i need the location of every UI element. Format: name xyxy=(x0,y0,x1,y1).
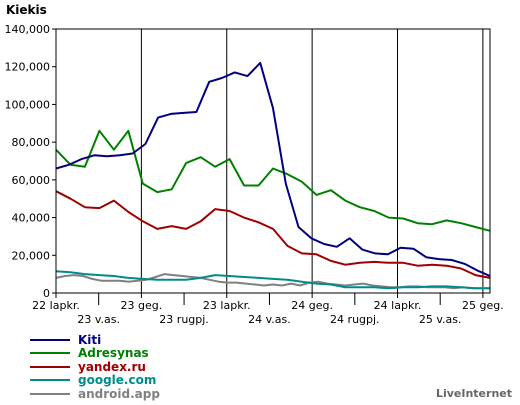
series-line-kiti xyxy=(55,61,491,277)
plot-border xyxy=(55,28,491,294)
legend-item: Kiti xyxy=(30,333,160,347)
legend: Kiti Adresynas yandex.ru google.com android.… xyxy=(30,333,160,401)
y-tick-label: 20,000 xyxy=(12,249,51,262)
credit-text: LiveInternet xyxy=(435,387,512,400)
legend-label: Kiti xyxy=(78,332,102,347)
series-line-adresynas xyxy=(55,129,491,232)
x-tick-label: 25 geg. xyxy=(462,299,504,312)
y-axis-label: Kiekis xyxy=(6,3,47,17)
y-tick-label: 40,000 xyxy=(12,212,51,225)
series-lines xyxy=(55,61,491,290)
legend-item: yandex.ru xyxy=(30,360,160,374)
legend-swatch xyxy=(30,352,70,355)
series-line-yandex-ru xyxy=(55,190,491,279)
x-tick-label: 22 lapkr. xyxy=(32,299,80,312)
x-tick-label: 24 rugpj. xyxy=(330,313,380,326)
legend-item: android.app xyxy=(30,387,160,401)
x-tick-label: 24 geg. xyxy=(291,299,333,312)
y-tick-label: 60,000 xyxy=(12,174,51,187)
x-axis: 22 lapkr. 23 geg. 23 lapkr. 24 geg. 24 lapkr… xyxy=(32,293,504,326)
legend-swatch xyxy=(30,379,70,382)
legend-label: google.com xyxy=(78,373,157,388)
series-line-google-com xyxy=(55,270,490,290)
y-tick-label: 120,000 xyxy=(5,61,51,74)
legend-swatch xyxy=(30,365,70,368)
legend-label: yandex.ru xyxy=(78,359,146,374)
y-tick-label: 100,000 xyxy=(5,98,51,111)
plot-area xyxy=(56,29,490,293)
legend-swatch xyxy=(30,392,70,395)
x-tick-label: 23 rugpj. xyxy=(159,313,209,326)
y-tick-label: 140,000 xyxy=(5,23,51,36)
legend-item: google.com xyxy=(30,373,160,388)
x-tick-label: 23 lapkr. xyxy=(203,299,251,312)
y-tick-label: 80,000 xyxy=(12,136,51,149)
legend-item: Adresynas xyxy=(30,346,160,361)
x-tick-label: 24 v.as. xyxy=(248,313,291,326)
legend-swatch xyxy=(30,338,70,341)
x-tick-label: 23 v.as. xyxy=(77,313,120,326)
y-tick-label: 0 xyxy=(43,287,50,300)
x-tick-label: 24 lapkr. xyxy=(374,299,422,312)
legend-label: android.app xyxy=(78,386,160,401)
x-tick-label: 23 geg. xyxy=(121,299,163,312)
x-tick-label: 25 v.as. xyxy=(419,313,462,326)
y-axis: 140,000 120,000 100,000 80,000 60,000 40,000 2… xyxy=(5,23,56,300)
legend-label: Adresynas xyxy=(78,346,149,361)
